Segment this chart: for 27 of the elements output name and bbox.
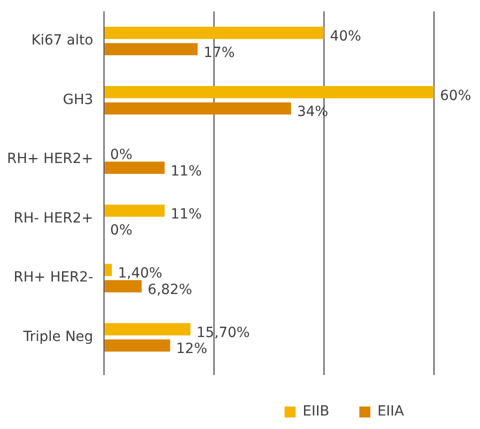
bar	[104, 264, 112, 276]
bar	[104, 43, 198, 56]
data-label: 11%	[170, 206, 202, 222]
y-tick-label: Ki67 alto	[31, 32, 94, 49]
bar	[104, 102, 292, 115]
data-label: 60%	[440, 88, 472, 104]
bar	[104, 26, 324, 39]
bar	[104, 323, 190, 336]
legend-label: EIIB	[302, 404, 330, 420]
bar	[104, 280, 142, 292]
data-label: 0%	[110, 147, 132, 164]
data-label: 40%	[330, 28, 362, 45]
y-tick-label: RH+ HER2+	[6, 151, 94, 168]
legend-label: EIIA	[377, 404, 404, 420]
data-label: 11%	[170, 163, 202, 180]
bar	[104, 339, 170, 352]
data-label: 6,82%	[148, 282, 192, 298]
y-tick-label: RH- HER2+	[14, 210, 94, 226]
bar	[104, 86, 434, 98]
data-label: 12%	[176, 341, 208, 358]
y-tick-label: GH3	[62, 92, 94, 108]
y-tick-label: Triple Neg	[22, 329, 94, 346]
data-label: 1,40%	[118, 266, 162, 282]
bar	[104, 204, 165, 217]
data-label: 0%	[110, 222, 132, 239]
y-tick-label: RH+ HER2-	[14, 270, 94, 286]
bar	[104, 162, 165, 174]
